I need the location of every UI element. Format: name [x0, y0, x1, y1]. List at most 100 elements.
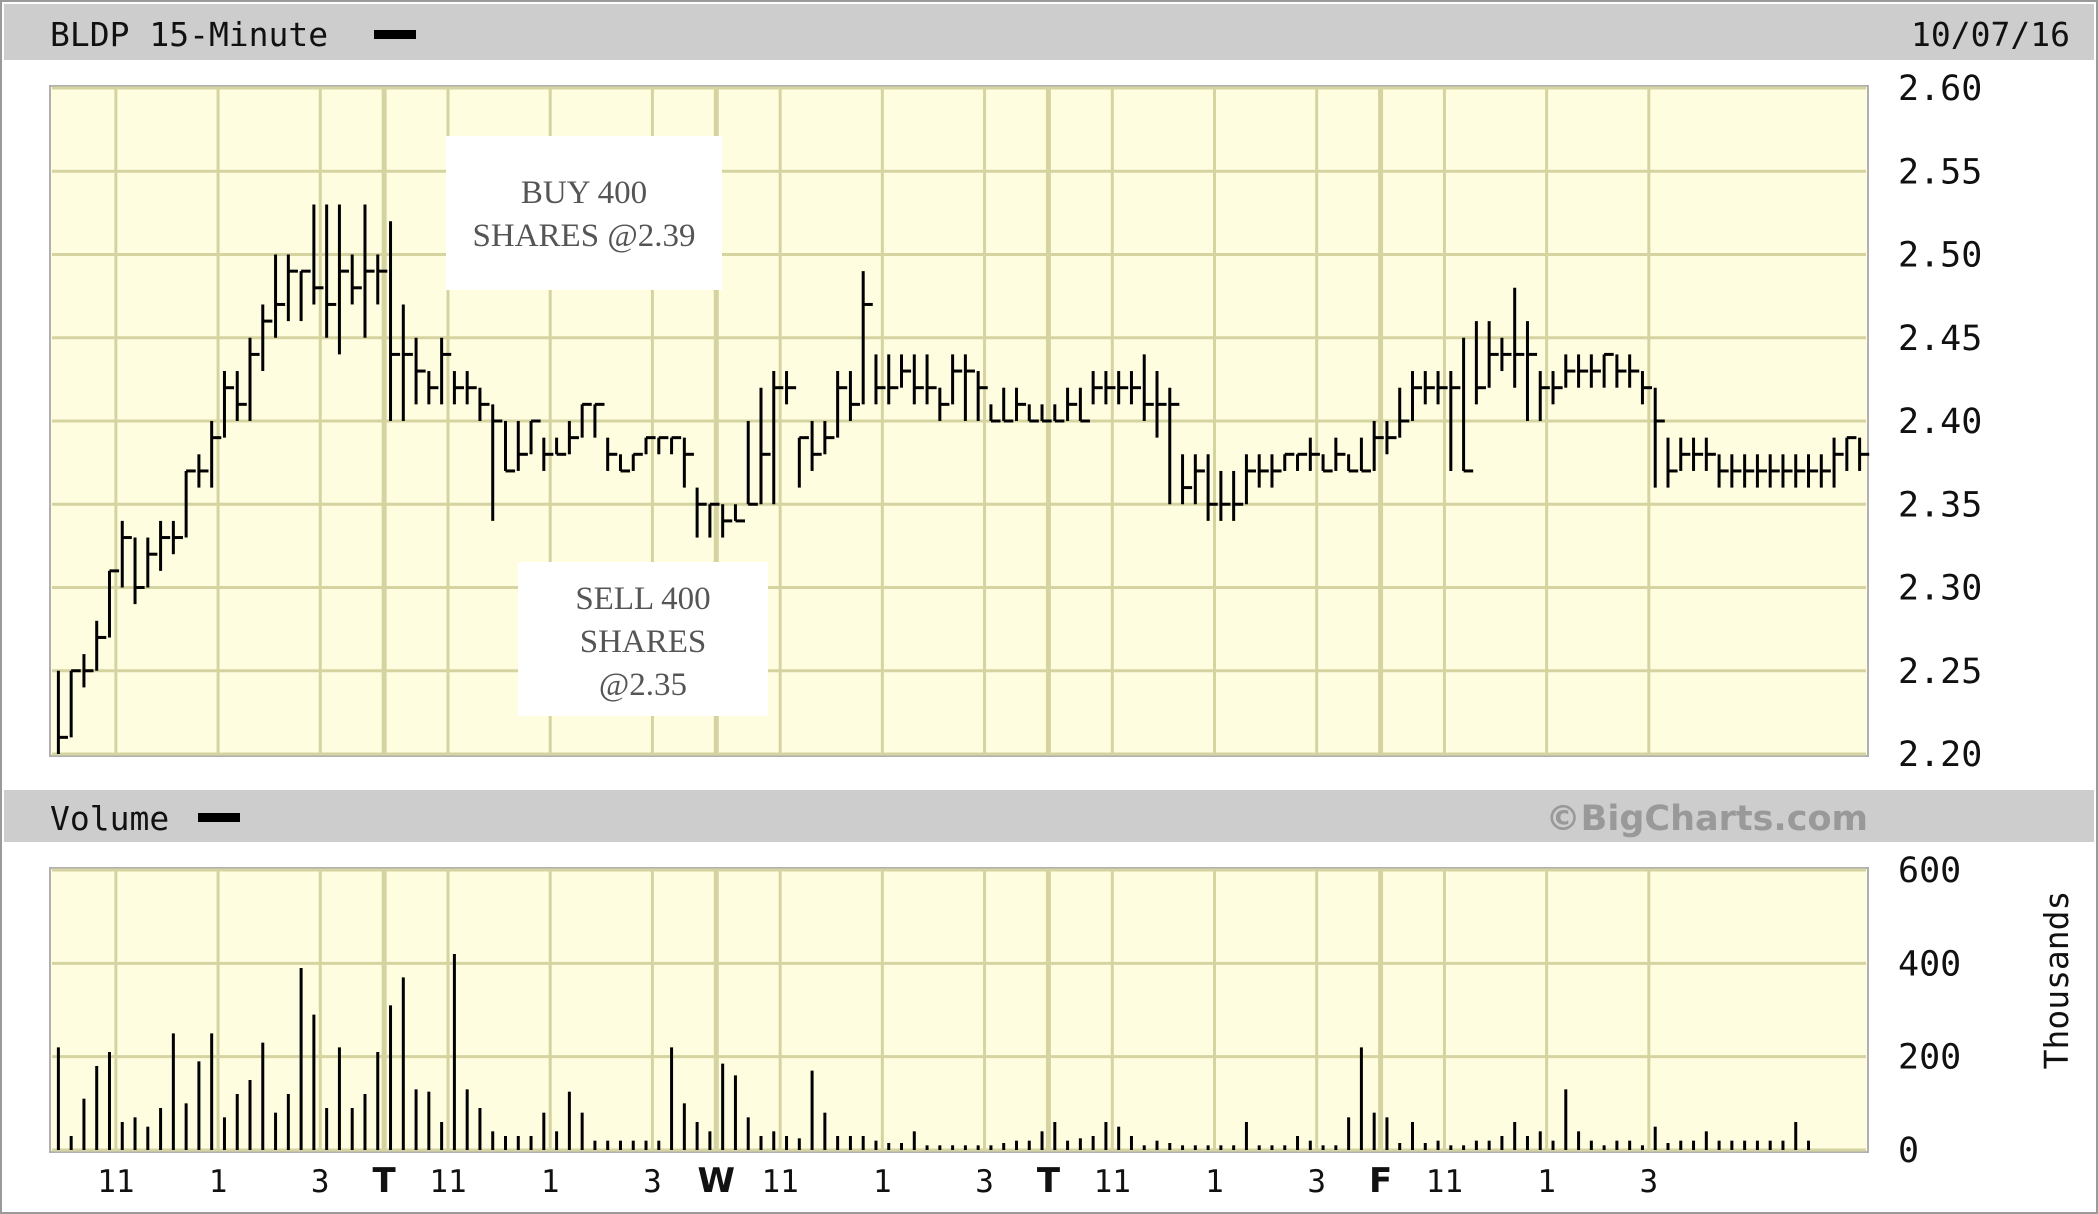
ohlc-bar — [1436, 371, 1448, 405]
ohlc-bar — [810, 421, 822, 471]
ohlc-bar — [171, 520, 183, 555]
ohlc-bar — [1666, 437, 1678, 488]
ohlc-bar — [107, 569, 120, 638]
ohlc-bar — [823, 421, 835, 455]
ohlc-bar — [1398, 387, 1410, 438]
ohlc-bar — [146, 537, 158, 588]
x-tick-label: 3 — [975, 1164, 994, 1200]
ohlc-bar — [1219, 470, 1231, 521]
ohlc-bar — [593, 402, 605, 438]
x-day-label: T — [1037, 1161, 1061, 1201]
volume-header-bg — [4, 790, 2094, 842]
price-y-tick-label: 2.40 — [1898, 402, 1982, 442]
ohlc-bar — [1411, 371, 1423, 421]
x-tick-label: 1 — [1537, 1164, 1556, 1200]
ohlc-bar — [1538, 371, 1550, 421]
x-tick-label: 3 — [643, 1164, 662, 1200]
ohlc-bar — [1628, 354, 1640, 388]
x-tick-label: 3 — [311, 1164, 330, 1200]
ohlc-bar — [427, 371, 439, 405]
ohlc-bar — [1717, 454, 1729, 488]
ohlc-bar — [1091, 371, 1103, 405]
ohlc-bar — [197, 454, 209, 488]
ohlc-bar — [82, 654, 94, 688]
price-y-tick-label: 2.55 — [1898, 152, 1982, 192]
ohlc-bar — [567, 421, 579, 455]
ohlc-bar — [440, 337, 452, 405]
price-y-tick-label: 2.60 — [1898, 69, 1982, 109]
ohlc-bar — [504, 421, 516, 473]
buy-annotation-line-1: BUY 400 — [521, 175, 647, 211]
ohlc-bar — [120, 520, 132, 588]
sell-annotation-line-1: SELL 400 — [575, 581, 710, 617]
ohlc-bar — [1257, 454, 1269, 488]
ohlc-bar — [1053, 404, 1065, 423]
volume-grid — [52, 868, 1866, 1152]
ohlc-bar — [516, 421, 528, 471]
volume-y-tick-label: 600 — [1898, 851, 1961, 891]
ohlc-bar — [836, 371, 848, 438]
ohlc-bar — [133, 537, 145, 605]
ohlc-bar — [1359, 437, 1371, 473]
price-y-tick-label: 2.20 — [1898, 735, 1982, 775]
ohlc-bar — [414, 337, 426, 405]
ohlc-bar — [1168, 387, 1180, 505]
ohlc-bar — [235, 371, 247, 421]
ohlc-bar — [1040, 404, 1052, 423]
x-day-label: W — [698, 1161, 736, 1201]
ohlc-bar — [874, 354, 886, 405]
ohlc-bar — [606, 437, 618, 471]
ohlc-bar — [1679, 437, 1691, 471]
ohlc-bar — [1653, 387, 1665, 488]
ohlc-bar — [951, 354, 963, 405]
buy-annotation: BUY 400 SHARES @2.39 — [446, 136, 722, 290]
ohlc-bar — [1283, 452, 1295, 471]
ohlc-bar — [299, 269, 311, 322]
ohlc-bar — [248, 337, 260, 421]
ohlc-bar — [452, 371, 464, 405]
sell-annotation-box — [518, 562, 768, 716]
ohlc-bar — [401, 304, 413, 421]
x-tick-label: 3 — [1307, 1164, 1326, 1200]
ohlc-bar — [925, 354, 937, 405]
ohlc-bar — [555, 437, 567, 456]
ohlc-bar — [1692, 437, 1704, 471]
ohlc-bar — [772, 371, 784, 505]
sell-annotation-line-2: SHARES — [580, 624, 707, 660]
ohlc-bar — [938, 387, 950, 421]
ohlc-bar — [1193, 454, 1205, 505]
ohlc-bar — [529, 419, 541, 455]
ohlc-bar — [376, 254, 388, 305]
ohlc-bar — [222, 371, 235, 438]
ohlc-bar — [1181, 454, 1193, 505]
ohlc-bar — [389, 221, 401, 421]
ohlc-bar — [1704, 437, 1716, 471]
volume-unit-label: Thousands — [2037, 891, 2076, 1070]
sell-annotation-line-3: @2.35 — [599, 667, 687, 703]
ohlc-bar — [491, 404, 503, 521]
ohlc-bar — [1551, 371, 1563, 405]
ohlc-bar — [733, 504, 746, 523]
buy-annotation-box — [446, 136, 722, 290]
ohlc-bar — [1142, 354, 1154, 421]
ohlc-bar — [1308, 437, 1320, 471]
ohlc-bar — [670, 436, 682, 455]
ohlc-bar — [1423, 371, 1435, 405]
copyright-text: ©BigCharts.com — [1546, 799, 1868, 839]
ohlc-bar — [1385, 421, 1397, 455]
price-y-axis: 2.20 2.25 2.30 2.35 2.40 2.45 2.50 2.55 2.60 — [1898, 69, 1982, 775]
x-tick-label: 1 — [541, 1164, 560, 1200]
x-tick-label: 3 — [1639, 1164, 1658, 1200]
chart-title: BLDP 15-Minute — [50, 15, 328, 54]
price-y-tick-label: 2.25 — [1898, 652, 1982, 692]
ohlc-bar — [644, 436, 656, 455]
x-day-label: F — [1369, 1161, 1392, 1201]
x-axis: 11 1 3 T 11 1 3 W 11 1 3 T 11 1 3 F 11 1 3 — [97, 1161, 1658, 1201]
ohlc-bar — [325, 204, 337, 338]
price-header: BLDP 15-Minute 10/07/16 — [4, 4, 2094, 60]
ohlc-bar — [465, 371, 477, 405]
ohlc-bar — [1129, 371, 1142, 405]
ohlc-bar — [1794, 454, 1806, 488]
price-y-tick-label: 2.30 — [1898, 569, 1982, 609]
